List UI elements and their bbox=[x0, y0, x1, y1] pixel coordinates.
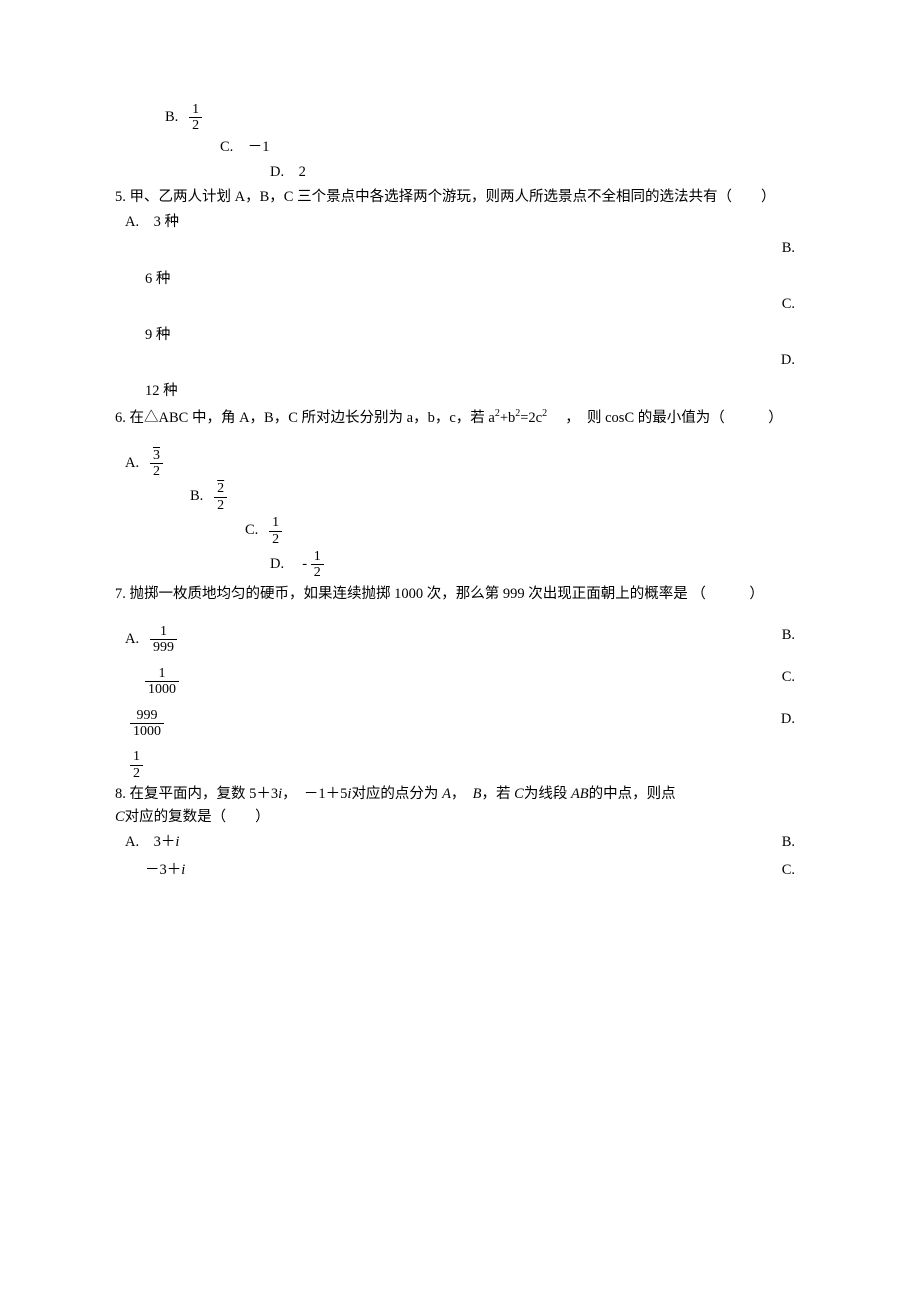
q7-option-d: 1 2 bbox=[115, 749, 805, 781]
option-label-right: C. bbox=[782, 666, 805, 689]
q5-option-d-val: 12 种 bbox=[115, 380, 805, 403]
q8-option-a: A. 3＋i B. bbox=[115, 831, 805, 854]
option-label-right: C. bbox=[782, 293, 805, 316]
fraction: 1 2 bbox=[189, 102, 202, 134]
option-label-right: B. bbox=[782, 237, 805, 260]
fraction: 1 999 bbox=[150, 624, 177, 656]
option-label-right: B. bbox=[782, 831, 805, 854]
question-text: 7. 抛掷一枚质地均匀的硬币，如果连续抛掷 1000 次，那么第 999 次出现… bbox=[115, 586, 764, 602]
q4-option-c: C. －1 bbox=[115, 136, 805, 159]
option-label: B. bbox=[190, 489, 203, 505]
q4-option-b: B. 1 2 bbox=[115, 102, 805, 134]
option-label-right: C. bbox=[782, 859, 805, 882]
option-label: D. - bbox=[270, 556, 307, 572]
fraction: 3 2 bbox=[150, 448, 163, 480]
question-6: 6. 在△ABC 中，角 A，B，C 所对边长分别为 a，b，c，若 a2+b2… bbox=[115, 406, 805, 430]
option-label: A. bbox=[125, 631, 139, 647]
question-7: 7. 抛掷一枚质地均匀的硬币，如果连续抛掷 1000 次，那么第 999 次出现… bbox=[115, 583, 805, 606]
fraction: 1 1000 bbox=[145, 666, 179, 698]
q4-option-d: D. 2 bbox=[115, 161, 805, 184]
fraction: 1 2 bbox=[130, 749, 143, 781]
option-label: A. bbox=[125, 455, 139, 471]
q6-option-a: A. 3 2 bbox=[115, 448, 805, 480]
fraction: 2 2 bbox=[214, 481, 227, 513]
option-label-right: D. bbox=[781, 708, 805, 731]
q6-option-b: B. 2 2 bbox=[115, 481, 805, 513]
q8-option-b: －3＋i C. bbox=[115, 859, 805, 882]
question-8: 8. 在复平面内，复数 5＋3i， －1＋5i对应的点分为 A， B，若 C为线… bbox=[115, 783, 805, 829]
question-text: 5. 甲、乙两人计划 A，B，C 三个景点中各选择两个游玩，则两人所选景点不全相… bbox=[115, 189, 776, 205]
fraction: 1 2 bbox=[311, 549, 324, 581]
q5-option-b-val: 6 种 bbox=[115, 268, 805, 291]
q7-option-b: 1 1000 C. bbox=[115, 666, 805, 698]
q5-option-a: A. 3 种 bbox=[115, 211, 805, 234]
fraction: 999 1000 bbox=[130, 708, 164, 740]
q5-option-c-val: 9 种 bbox=[115, 324, 805, 347]
fraction: 1 2 bbox=[269, 515, 282, 547]
option-label: C. bbox=[245, 522, 258, 538]
q6-option-d: D. - 1 2 bbox=[115, 549, 805, 581]
option-label: B. bbox=[165, 109, 178, 125]
q7-option-a: A. 1 999 B. bbox=[115, 624, 805, 656]
page-container: B. 1 2 C. －1 D. 2 5. 甲、乙两人计划 A，B，C 三个景点中… bbox=[0, 0, 920, 1302]
q6-option-c: C. 1 2 bbox=[115, 515, 805, 547]
option-label-right: B. bbox=[782, 624, 805, 647]
option-label-right: D. bbox=[781, 349, 805, 372]
question-5: 5. 甲、乙两人计划 A，B，C 三个景点中各选择两个游玩，则两人所选景点不全相… bbox=[115, 186, 805, 209]
q7-option-c: 999 1000 D. bbox=[115, 708, 805, 740]
